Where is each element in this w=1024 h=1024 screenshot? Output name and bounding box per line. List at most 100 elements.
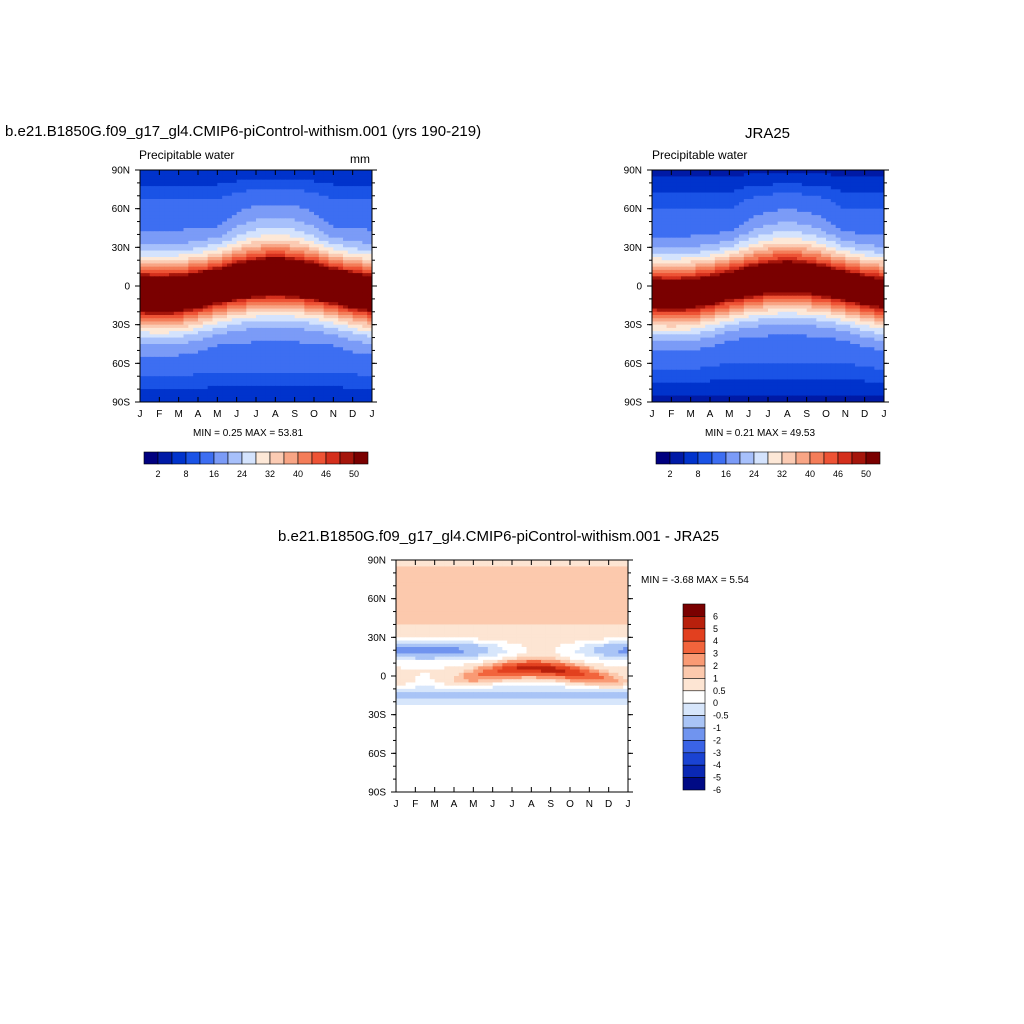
panel1-cell xyxy=(256,389,262,393)
panel1-cell xyxy=(202,392,209,397)
panel1-cell xyxy=(222,376,228,381)
panel2-cell xyxy=(729,205,735,210)
panel1-cell xyxy=(294,398,301,402)
panel1-cell xyxy=(256,179,262,184)
panel1-cell xyxy=(323,208,330,213)
panel1-cell xyxy=(159,318,165,323)
panel2-cell xyxy=(685,170,692,174)
panel2-cell xyxy=(656,208,663,213)
panel1-cell xyxy=(164,340,170,345)
panel1-cell xyxy=(241,379,247,384)
panel1-cell xyxy=(236,189,243,194)
panel1-cell xyxy=(333,202,339,207)
panel2-cell xyxy=(777,260,784,265)
panel1-cell xyxy=(188,327,194,332)
panel2-cell xyxy=(729,263,735,268)
panel1-cell xyxy=(212,286,218,290)
panel1-cell xyxy=(362,366,368,371)
panel1-cell xyxy=(241,260,247,265)
panel1-cell xyxy=(207,279,214,284)
panel1-cell xyxy=(333,211,339,216)
panel1-cell xyxy=(314,292,320,297)
panel1-cell xyxy=(246,311,252,316)
panel2-cell xyxy=(787,179,793,184)
panel2-cell xyxy=(874,234,880,239)
panel1-cell xyxy=(289,363,296,368)
panel2-cell xyxy=(734,260,740,265)
panel1-cell xyxy=(236,363,243,368)
panel1-cell xyxy=(149,195,156,200)
panel1-cell xyxy=(241,173,247,178)
panel1-cell xyxy=(188,260,194,265)
panel1-cell xyxy=(193,366,199,371)
panel1-cell xyxy=(294,273,301,277)
panel1-cell xyxy=(270,327,276,332)
panel1-cell xyxy=(318,173,325,178)
panel1-cell xyxy=(314,199,320,203)
panel1-cell xyxy=(275,173,281,178)
panel2-cell xyxy=(734,176,740,181)
panel1-cell xyxy=(198,189,204,194)
panel2-cell xyxy=(753,266,759,271)
panel1-cell xyxy=(352,363,359,368)
panel1-cell xyxy=(309,379,315,384)
panel2-cell xyxy=(753,176,759,181)
panel1-cell xyxy=(246,253,252,258)
panel1-cell xyxy=(159,211,165,216)
panel1-cell xyxy=(246,331,252,335)
panel1-cell xyxy=(270,360,276,364)
panel2-cell xyxy=(700,182,706,187)
panel1-cell xyxy=(207,260,214,265)
panel1-cell xyxy=(154,369,160,374)
panel1-cell xyxy=(217,305,223,310)
panel1-cell xyxy=(159,340,165,345)
panel1-cell xyxy=(323,218,330,223)
panel1-cell xyxy=(140,211,146,216)
panel1-cell xyxy=(362,192,368,197)
panel2-cell xyxy=(792,173,798,178)
panel1-cell xyxy=(285,260,291,265)
panel1-cell xyxy=(275,211,281,216)
panel2-cell xyxy=(681,205,687,210)
panel2-cell xyxy=(714,228,721,232)
panel1-cell xyxy=(256,202,262,207)
panel1-cell xyxy=(352,186,359,190)
panel2-cell xyxy=(869,176,875,181)
panel2-cell xyxy=(826,208,832,213)
panel1-cell xyxy=(140,202,146,207)
panel1-cell xyxy=(328,273,334,277)
panel1-cell xyxy=(362,224,368,229)
panel1-cell xyxy=(275,379,281,384)
panel1-cell xyxy=(294,382,301,387)
panel1-cell xyxy=(333,266,339,271)
panel2-cell xyxy=(661,202,668,207)
panel1-cell xyxy=(280,182,286,187)
panel1-cell xyxy=(202,298,209,303)
panel1-cell xyxy=(347,363,354,368)
panel2-cell xyxy=(850,260,856,265)
panel1-cell xyxy=(246,269,252,274)
panel1-cell xyxy=(241,237,247,242)
panel2-cell xyxy=(700,250,706,255)
panel1-cell xyxy=(202,237,209,242)
panel2-cell xyxy=(811,179,817,184)
panel2-cell xyxy=(830,237,837,242)
panel2-cell xyxy=(734,234,740,239)
panel1-cell xyxy=(338,244,344,248)
panel1-cell xyxy=(140,337,146,342)
panel2-cell xyxy=(700,224,706,229)
panel1-cell xyxy=(169,395,175,400)
panel1-cell xyxy=(294,395,301,400)
panel2-cell xyxy=(700,218,706,223)
panel1-cell xyxy=(333,324,339,329)
panel2-cell xyxy=(676,231,682,236)
panel2-cell xyxy=(666,170,672,174)
panel2-cell xyxy=(811,205,817,210)
panel1-cell xyxy=(217,231,223,236)
panel2-cell xyxy=(830,266,837,271)
panel1-cell xyxy=(289,318,296,323)
panel1-cell xyxy=(178,186,185,190)
panel1-cell xyxy=(304,389,310,393)
panel2-cell xyxy=(724,260,730,265)
panel1-cell xyxy=(164,292,170,297)
